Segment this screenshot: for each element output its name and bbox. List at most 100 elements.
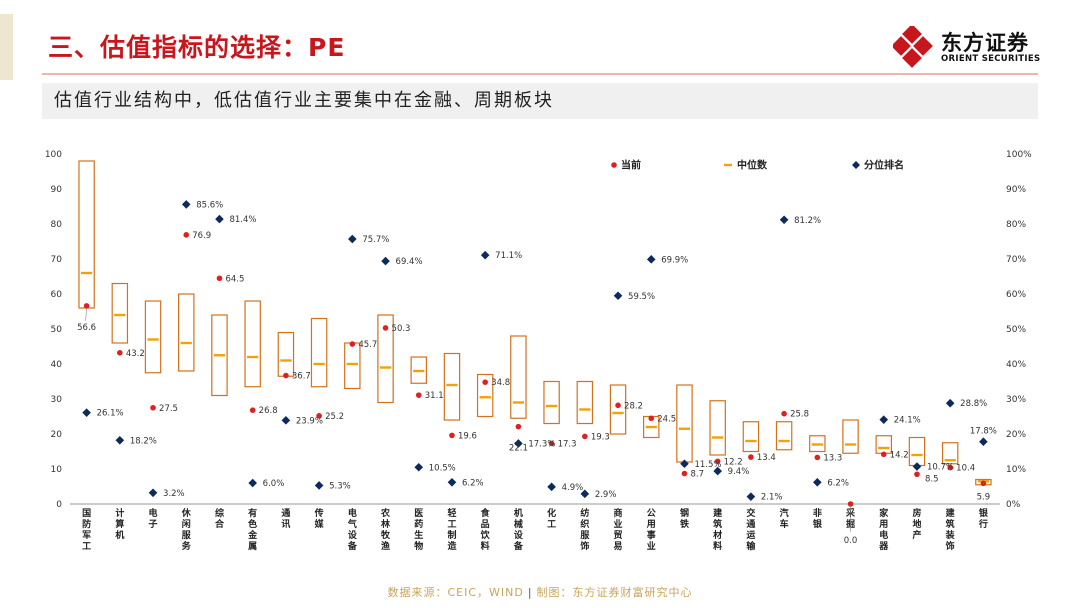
current-value-label: 34.8 <box>491 378 510 388</box>
y-right-tick-label: 40% <box>1006 360 1026 370</box>
x-category-label: 业 <box>614 518 623 530</box>
current-point <box>681 470 688 477</box>
current-point <box>880 451 887 458</box>
x-category-label: 机 <box>514 507 523 519</box>
x-category-label: 食 <box>480 507 491 519</box>
x-category-label: 防 <box>82 518 91 530</box>
current-point <box>847 501 854 507</box>
y-left-tick-label: 10 <box>51 465 63 475</box>
x-category-label: 化 <box>547 507 556 519</box>
y-right-tick-label: 0% <box>1006 500 1021 510</box>
rank-value-label: 81.4% <box>229 215 256 225</box>
x-category-label: 渔 <box>381 540 390 552</box>
x-category-label: 品 <box>481 519 490 530</box>
rank-value-label: 69.4% <box>396 257 423 267</box>
legend-rank-marker <box>852 161 860 169</box>
x-category-label: 工 <box>82 541 91 552</box>
x-category-label: 服 <box>580 530 590 541</box>
current-value-label: 10.4 <box>956 464 975 474</box>
range-box <box>476 373 494 418</box>
x-category-label: 易 <box>614 541 623 552</box>
rank-value-label: 3.2% <box>163 489 185 499</box>
x-category-label: 合 <box>215 518 225 530</box>
rank-diamond <box>348 234 357 244</box>
current-point <box>415 392 422 398</box>
current-point <box>249 407 256 414</box>
current-value-label: 0.0 <box>844 536 858 546</box>
x-category-label: 铁 <box>680 518 689 530</box>
current-point <box>714 458 721 465</box>
rank-diamond <box>514 439 523 448</box>
y-right-tick-label: 10% <box>1006 465 1026 475</box>
rank-diamond <box>646 255 656 264</box>
x-category-label: 用 <box>646 519 656 530</box>
range-box <box>908 436 926 467</box>
x-category-label: 工 <box>447 519 456 530</box>
x-category-label: 电 <box>348 507 357 519</box>
x-category-label: 林 <box>381 518 391 530</box>
rank-value-label: 69.9% <box>661 255 688 265</box>
current-point <box>316 413 322 419</box>
rank-value-label: 17.3% <box>528 439 555 449</box>
x-category-label: 牧 <box>381 529 391 541</box>
x-category-label: 建 <box>713 507 723 519</box>
rank-diamond <box>248 478 257 488</box>
current-value-label: 36.7 <box>292 372 311 382</box>
footer-separator: | <box>527 586 533 599</box>
x-category-label: 闲 <box>182 518 191 530</box>
current-point <box>947 464 953 471</box>
x-category-label: 子 <box>149 519 158 530</box>
x-category-label: 筑 <box>713 518 722 530</box>
x-category-label: 交 <box>746 507 755 519</box>
x-category-label: 传 <box>314 507 324 519</box>
current-value-label: 27.5 <box>159 404 178 414</box>
rank-diamond <box>912 462 922 471</box>
rank-value-label: 10.7% <box>927 463 954 473</box>
range-box <box>443 352 461 421</box>
y-right-tick-label: 20% <box>1006 430 1026 440</box>
current-point <box>117 350 123 356</box>
current-point <box>781 410 787 417</box>
range-box <box>543 380 560 425</box>
current-point <box>482 379 488 386</box>
x-category-label: 生 <box>414 529 423 541</box>
y-left-tick-label: 70 <box>51 255 63 265</box>
rank-diamond <box>215 214 224 224</box>
rank-diamond <box>713 466 722 476</box>
y-left-tick-label: 0 <box>56 500 62 510</box>
y-left-tick-label: 100 <box>45 150 62 160</box>
current-value-label: 25.2 <box>325 412 344 422</box>
x-category-label: 军 <box>82 530 91 541</box>
y-right-tick-label: 30% <box>1006 395 1026 405</box>
y-left-tick-label: 40 <box>51 360 63 370</box>
rank-value-label: 17.8% <box>970 427 997 437</box>
x-category-label: 采 <box>845 507 855 519</box>
current-value-label: 8.7 <box>690 470 704 480</box>
logo-mark-icon <box>893 26 933 68</box>
current-value-label: 17.3 <box>558 439 577 449</box>
rank-value-label: 2.9% <box>595 490 617 500</box>
x-category-label: 通 <box>281 507 290 519</box>
current-point <box>582 433 588 440</box>
range-box <box>211 314 228 397</box>
y-right-tick-label: 100% <box>1006 150 1032 160</box>
x-category-label: 纺 <box>580 507 589 519</box>
rank-diamond <box>447 478 457 487</box>
rank-diamond <box>181 200 191 209</box>
current-point <box>382 325 389 331</box>
x-category-label: 饮 <box>480 529 491 541</box>
current-point <box>615 402 621 409</box>
x-category-label: 用 <box>878 519 888 530</box>
rank-diamond <box>547 482 556 492</box>
current-value-label: 43.2 <box>126 349 145 359</box>
range-box <box>178 293 195 372</box>
rank-value-label: 6.2% <box>827 478 849 488</box>
rank-value-label: 71.1% <box>495 251 522 261</box>
y-left-tick-label: 20 <box>51 430 63 440</box>
x-category-label: 房 <box>912 507 921 519</box>
rank-value-label: 85.6% <box>196 200 223 210</box>
current-value-label: 19.6 <box>458 431 477 441</box>
legend-current-marker <box>611 162 617 168</box>
rank-diamond <box>613 291 623 301</box>
current-value-label: 56.6 <box>77 323 96 333</box>
